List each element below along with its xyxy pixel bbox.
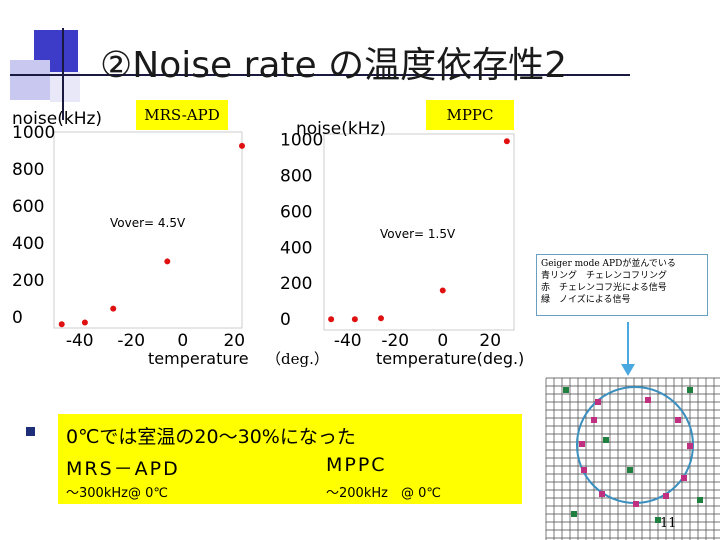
chart-1-xlabel: temperature: [148, 349, 249, 368]
chart-1-xtick-label: 0: [177, 331, 188, 351]
noise-hit: [655, 517, 661, 523]
chart-2-point: [503, 138, 510, 145]
chart-2-point: [439, 287, 446, 294]
noise-hit: [563, 387, 569, 393]
chart-1-xtick-label: -40: [66, 331, 94, 351]
deg-unit-label: （deg.）: [266, 350, 329, 368]
chart-2-ytick-label: 400: [280, 238, 312, 258]
chart-1-ytick-label: 0: [12, 308, 23, 328]
note-line: 赤 チェレンコフ光による信号: [541, 283, 667, 293]
chart-2-point: [328, 316, 335, 323]
signal-hit: [681, 475, 687, 481]
summary-line-1: 0℃では室温の20～30%になった: [66, 426, 356, 448]
signal-hit: [591, 417, 597, 423]
note-line: Geiger mode APDが並んでいる: [541, 259, 676, 269]
chart-2-xlabel: temperature(deg.): [376, 349, 524, 368]
chart-1-ytick-label: 800: [12, 160, 44, 180]
chart-1-frame: [53, 131, 243, 329]
chart-1-annotation: Vover= 4.5V: [110, 216, 186, 230]
noise-hit: [571, 511, 577, 517]
summary-mppc-value: ～200kHz @ 0℃: [326, 486, 441, 501]
legend-note-box: Geiger mode APDが並んでいる 青リング チェレンコフリング 赤 チ…: [536, 254, 708, 316]
chart-2-xtick-label: 20: [479, 331, 501, 351]
chart-2-ytick-label: 200: [280, 274, 312, 294]
summary-mppc-label: MPPC: [326, 454, 387, 476]
chart-2-xtick-label: -20: [381, 331, 409, 351]
chart-2-ylabel: noise(kHz): [296, 119, 386, 139]
chart-1-ytick-label: 1000: [12, 123, 55, 143]
chart-1-point: [110, 305, 117, 312]
summary-apd-label: MRS－APD: [66, 458, 180, 480]
note-line: 青リング チェレンコフリング: [541, 271, 668, 281]
bullet-square-icon: [26, 427, 35, 436]
chart-2-point: [351, 316, 358, 323]
mppc-label: MPPC: [426, 100, 514, 130]
chart-2-xtick-label: -40: [334, 331, 362, 351]
signal-hit: [687, 443, 693, 449]
summary-box: 0℃では室温の20～30%になった MRS－APD MPPC ～300kHz@ …: [58, 414, 522, 504]
signal-hit: [645, 397, 651, 403]
title-deco-hline: [10, 74, 630, 76]
chart-1-point: [164, 258, 171, 265]
chart-2-annotation: Vover= 1.5V: [380, 227, 456, 241]
signal-hit: [633, 501, 639, 507]
mrs-apd-label: MRS-APD: [136, 100, 228, 130]
chart-2-ytick-label: 800: [280, 166, 312, 186]
signal-hit: [579, 441, 585, 447]
chart-2-ytick-label: 0: [280, 310, 291, 330]
page-number: 11: [660, 516, 677, 531]
noise-hit: [603, 437, 609, 443]
title-deco-square-light: [50, 72, 80, 102]
noise-hit: [697, 497, 703, 503]
title-deco-square-lavender: [10, 60, 50, 100]
chart-2-ytick-label: 600: [280, 202, 312, 222]
chart-2-point: [378, 315, 384, 322]
page-title: ②Noise rate の温度依存性2: [100, 45, 568, 86]
chart-1-ytick-label: 600: [12, 197, 44, 217]
chart-1-ytick-label: 200: [12, 271, 44, 291]
chart-2-frame: [323, 133, 515, 331]
noise-hit: [627, 467, 633, 473]
chart-1-ytick-label: 400: [12, 234, 44, 254]
chart-2-ytick-label: 1000: [280, 130, 323, 150]
chart-1-xtick-label: -20: [117, 331, 145, 351]
signal-hit: [599, 491, 605, 497]
signal-hit: [581, 467, 587, 473]
note-arrow-head: [621, 364, 635, 376]
summary-apd-value: ～300kHz@ 0℃: [66, 486, 168, 501]
noise-hit: [687, 387, 693, 393]
signal-hit: [675, 417, 681, 423]
chart-1-point: [239, 142, 245, 149]
signal-hit: [595, 399, 601, 405]
chart-1-xtick-label: 20: [223, 331, 245, 351]
chart-1-point: [81, 319, 88, 326]
chart-1-ylabel: noise(kHz): [12, 109, 102, 129]
note-line: 緑 ノイズによる信号: [541, 295, 631, 305]
chart-2-xtick-label: 0: [437, 331, 448, 351]
signal-hit: [663, 493, 669, 499]
chart-1-point: [58, 321, 65, 328]
